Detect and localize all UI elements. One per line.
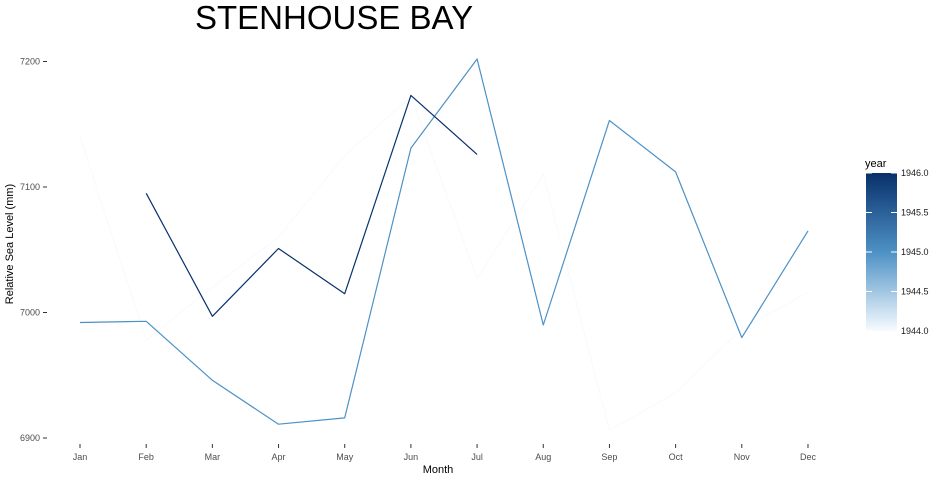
x-tick-label: Mar xyxy=(205,452,221,462)
chart-title: STENHOUSE BAY xyxy=(195,0,473,36)
x-tick-label: Dec xyxy=(800,452,817,462)
x-axis-title: Month xyxy=(423,464,454,476)
y-tick-label: 7200 xyxy=(20,57,40,67)
y-axis: 6900 7000 7100 7200 xyxy=(20,57,47,443)
legend: year 1944.0 1944.5 1945.0 1945.5 1946.0 xyxy=(865,158,929,336)
x-tick-label: Jan xyxy=(73,452,88,462)
legend-tick-label: 1944.5 xyxy=(901,287,929,297)
y-tick-label: 7000 xyxy=(20,308,40,318)
x-tick-label: Aug xyxy=(535,452,551,462)
series-line-1945 xyxy=(79,58,809,425)
y-tick-label: 6900 xyxy=(20,433,40,443)
legend-tick-label: 1945.0 xyxy=(901,247,929,257)
x-tick-label: Sep xyxy=(601,452,617,462)
x-axis: Jan Feb Mar Apr May Jun Jul Aug Sep Oct Nov Dec xyxy=(73,444,817,462)
x-tick-label: Apr xyxy=(272,452,286,462)
series-line-1944 xyxy=(79,96,809,432)
legend-tick-label: 1944.0 xyxy=(901,326,929,336)
x-tick-label: May xyxy=(336,452,354,462)
legend-title: year xyxy=(865,158,887,170)
series-line-1946 xyxy=(145,94,478,317)
x-tick-label: Jun xyxy=(404,452,419,462)
y-axis-title: Relative Sea Level (mm) xyxy=(4,184,16,304)
legend-tick-label: 1945.5 xyxy=(901,208,929,218)
x-tick-label: Feb xyxy=(138,452,154,462)
legend-ticks: 1944.0 1944.5 1945.0 1945.5 1946.0 xyxy=(866,168,929,336)
x-tick-label: Oct xyxy=(669,452,684,462)
y-tick-label: 7100 xyxy=(20,182,40,192)
x-tick-label: Nov xyxy=(734,452,751,462)
x-tick-label: Jul xyxy=(471,452,483,462)
series-layer xyxy=(79,58,809,432)
legend-tick-label: 1946.0 xyxy=(901,168,929,178)
